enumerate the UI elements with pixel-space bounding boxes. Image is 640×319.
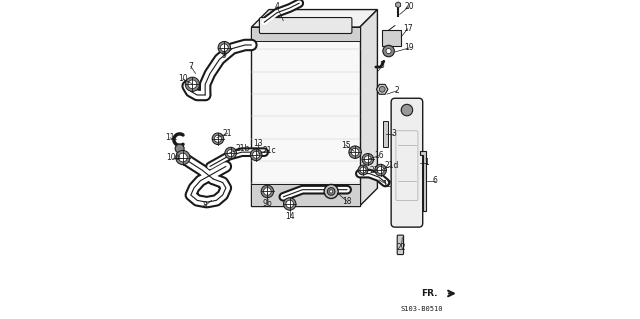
Circle shape — [327, 188, 335, 195]
Circle shape — [386, 48, 391, 54]
Circle shape — [212, 133, 224, 145]
Text: 21d: 21d — [385, 161, 399, 170]
FancyBboxPatch shape — [259, 18, 352, 33]
Polygon shape — [252, 10, 378, 27]
Text: 9: 9 — [222, 51, 227, 60]
Text: 13: 13 — [253, 139, 262, 148]
Text: 5: 5 — [380, 61, 385, 70]
Text: 18: 18 — [342, 197, 352, 206]
Circle shape — [286, 200, 294, 208]
Circle shape — [175, 144, 184, 153]
Text: 7: 7 — [188, 62, 193, 71]
Circle shape — [380, 86, 385, 92]
Text: 17: 17 — [403, 24, 413, 33]
Circle shape — [227, 150, 234, 157]
Text: 10b: 10b — [166, 153, 180, 162]
Circle shape — [218, 41, 230, 54]
Text: 1: 1 — [424, 158, 429, 167]
Text: 2: 2 — [394, 86, 399, 95]
Bar — [382, 30, 401, 46]
Bar — [252, 27, 360, 206]
Text: FR.: FR. — [422, 289, 438, 298]
Circle shape — [188, 80, 196, 89]
Circle shape — [364, 156, 371, 163]
Text: 22: 22 — [397, 243, 406, 252]
Circle shape — [351, 148, 359, 156]
Text: 23: 23 — [369, 166, 379, 174]
Text: 14: 14 — [285, 212, 294, 221]
Text: 6: 6 — [433, 176, 437, 185]
Bar — [252, 27, 360, 41]
Polygon shape — [360, 10, 378, 206]
Bar — [252, 184, 360, 206]
Text: 9b: 9b — [262, 199, 272, 209]
Circle shape — [358, 165, 368, 175]
Circle shape — [264, 188, 271, 195]
Circle shape — [362, 153, 374, 165]
Circle shape — [360, 167, 366, 173]
Circle shape — [185, 77, 200, 92]
Circle shape — [261, 185, 274, 198]
Circle shape — [250, 149, 262, 161]
Circle shape — [179, 153, 187, 162]
Polygon shape — [420, 151, 426, 211]
Text: 21c: 21c — [262, 146, 276, 155]
Circle shape — [176, 150, 190, 165]
FancyBboxPatch shape — [391, 98, 422, 227]
Circle shape — [284, 198, 296, 210]
Circle shape — [225, 147, 237, 159]
Circle shape — [375, 164, 387, 176]
Text: S103-B0510: S103-B0510 — [401, 307, 444, 312]
Circle shape — [349, 146, 362, 159]
Circle shape — [253, 151, 260, 158]
Circle shape — [324, 184, 338, 198]
Polygon shape — [376, 84, 388, 94]
Text: 10: 10 — [178, 74, 188, 84]
Circle shape — [383, 45, 394, 57]
Text: 21: 21 — [223, 129, 232, 138]
Text: 4: 4 — [275, 2, 280, 11]
Circle shape — [377, 167, 384, 174]
Text: 3: 3 — [391, 130, 396, 138]
Text: 8: 8 — [203, 201, 207, 210]
Text: 15: 15 — [340, 140, 350, 150]
Text: 12: 12 — [382, 180, 392, 189]
Circle shape — [330, 190, 333, 193]
Circle shape — [214, 135, 221, 142]
Text: 21b: 21b — [236, 144, 250, 153]
Text: 16: 16 — [374, 151, 384, 160]
Circle shape — [401, 104, 413, 116]
Bar — [383, 121, 388, 147]
Text: 20: 20 — [404, 2, 414, 11]
Text: 11: 11 — [165, 133, 175, 142]
Circle shape — [221, 44, 228, 51]
Text: 19: 19 — [404, 43, 414, 52]
FancyBboxPatch shape — [397, 235, 404, 255]
